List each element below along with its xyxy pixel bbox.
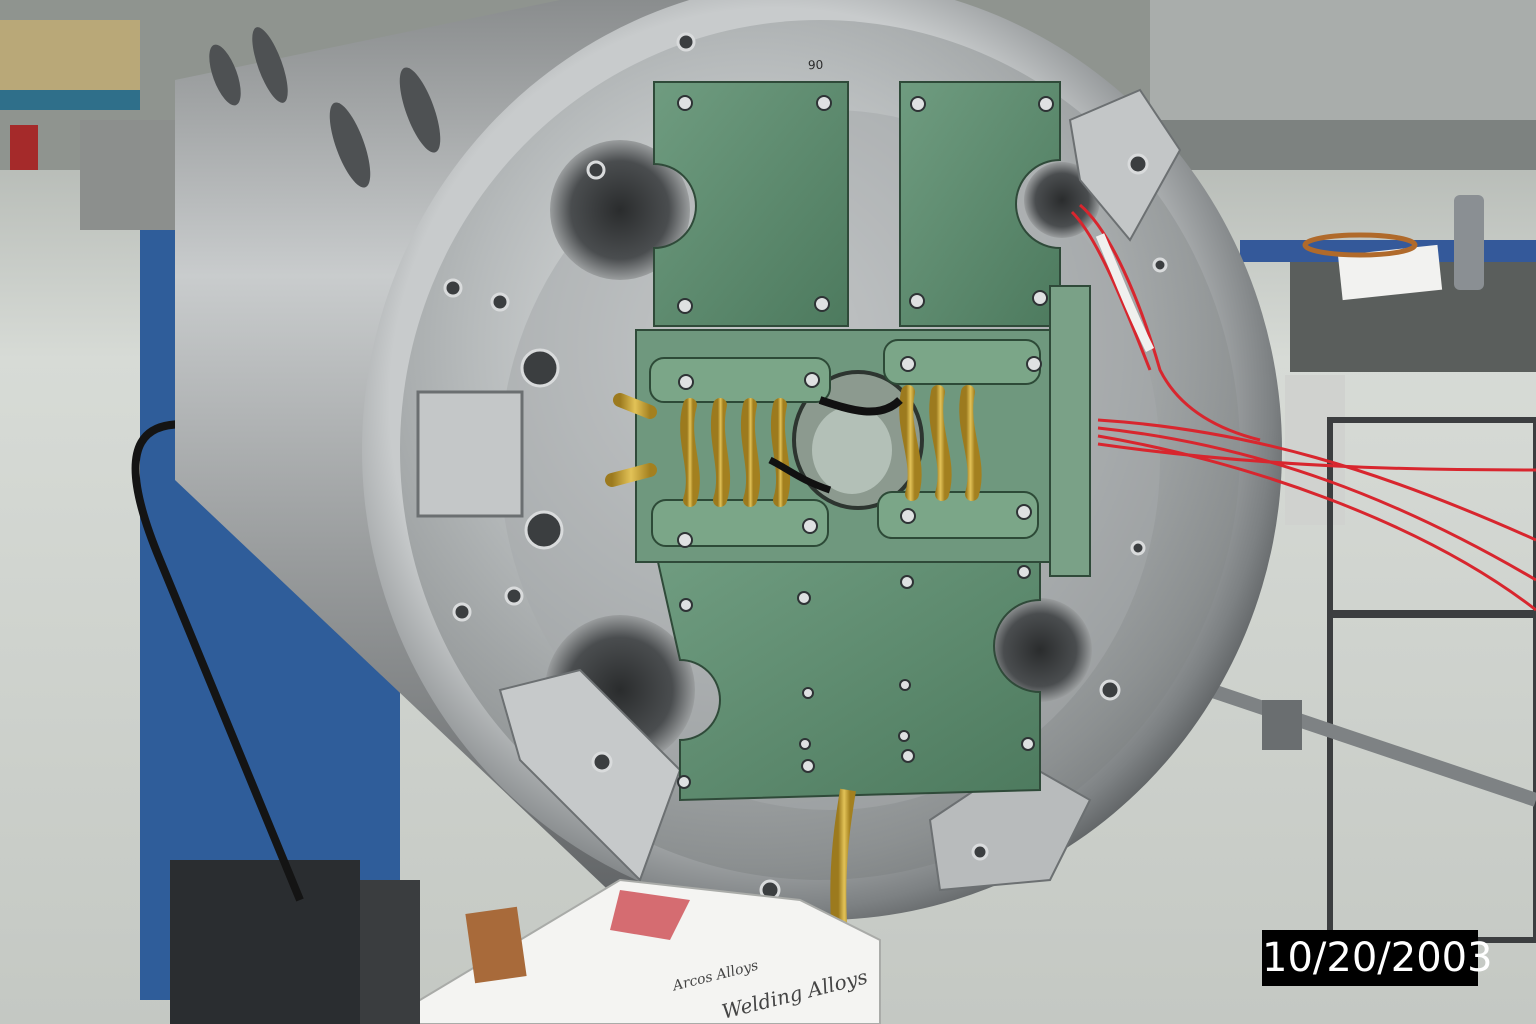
cart-shelf — [1330, 610, 1536, 618]
stand-base — [170, 860, 360, 1024]
stand-clamp — [80, 120, 190, 230]
background-rack-stripe — [0, 90, 140, 110]
green-plate-bottom — [656, 561, 1041, 802]
lower-right-bore — [988, 598, 1092, 702]
cylinder-slot-3 — [329, 102, 371, 188]
aperture-inner — [812, 406, 892, 494]
rail-block — [1262, 700, 1302, 750]
box-red-stripe — [610, 890, 690, 940]
steel-bolts — [443, 32, 1168, 901]
white-sleeve — [1095, 233, 1155, 353]
bench-canister — [1454, 195, 1484, 290]
steel-block-left — [416, 390, 524, 518]
tab-upper-right — [1068, 88, 1182, 242]
cylinder-slot-2 — [252, 27, 288, 103]
wooden-block — [465, 906, 527, 984]
red-spool — [10, 125, 38, 170]
overhead-pipe-shade — [1150, 120, 1536, 170]
upper-left-bore — [550, 140, 690, 280]
bench-paper — [1337, 244, 1443, 301]
tab-lower-left — [498, 668, 682, 882]
cylinder-slot-4 — [399, 67, 441, 153]
copper-coil — [1302, 232, 1418, 258]
floor-rail — [1177, 673, 1536, 807]
black-lead — [818, 396, 903, 416]
cylinder-slot-1 — [209, 44, 241, 106]
cardboard-box — [378, 878, 881, 1024]
date-stamp: 10/20/2003 — [1262, 930, 1493, 986]
green-plate-top-right — [899, 81, 1061, 327]
steel-rods — [360, 880, 420, 1024]
green-side-strip — [1049, 285, 1091, 577]
green-plate-top-left — [653, 81, 849, 327]
plate-bolts — [677, 95, 1054, 789]
end-plate-marking: 90 — [807, 57, 824, 73]
black-lead-lower — [768, 456, 832, 494]
coil-retainer-bars — [649, 339, 1041, 547]
kapton-coil-turns — [605, 385, 982, 507]
